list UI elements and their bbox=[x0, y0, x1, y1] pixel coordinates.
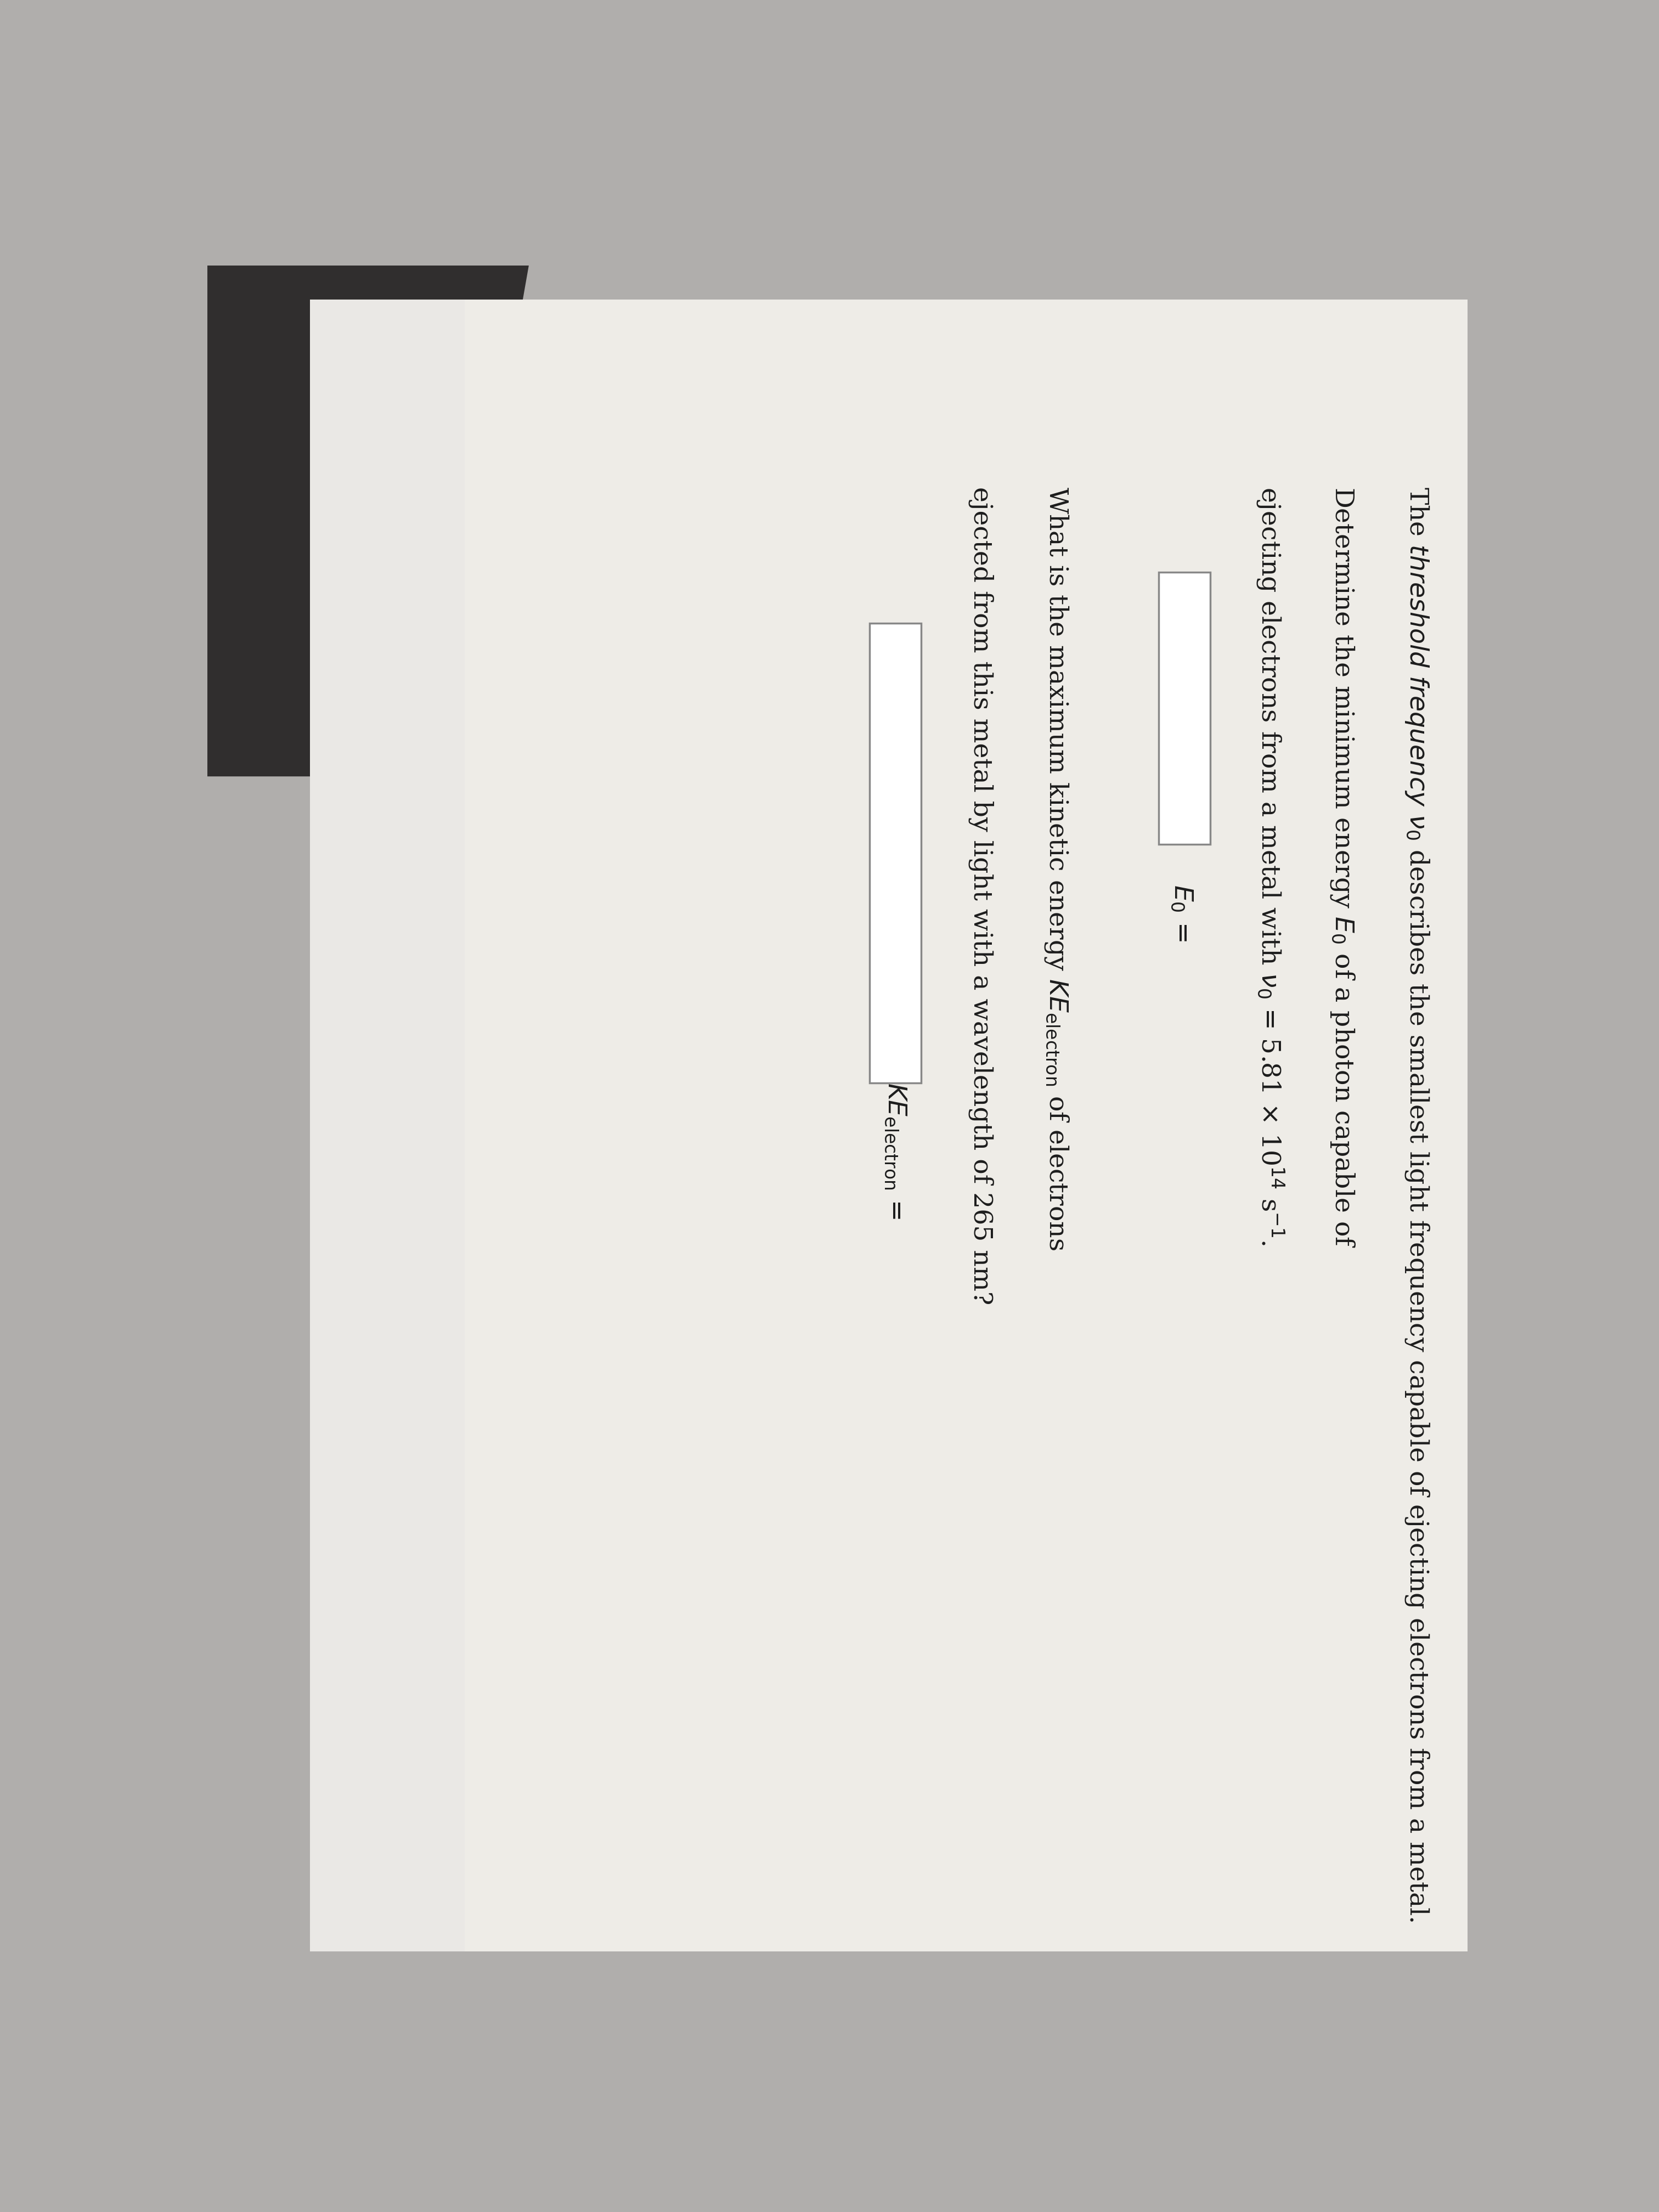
Text: The $\mathit{threshold\ frequency}$ $\nu_0$ describes the smallest light frequen: The $\mathit{threshold\ frequency}$ $\nu… bbox=[1404, 487, 1430, 1922]
Text: What is the maximum kinetic energy $\mathit{KE}_{\mathrm{electron}}$ of electron: What is the maximum kinetic energy $\mat… bbox=[1044, 487, 1070, 1250]
FancyBboxPatch shape bbox=[465, 299, 1467, 1951]
Text: Determine the minimum energy $\mathit{E}_0$ of a photon capable of: Determine the minimum energy $\mathit{E}… bbox=[1329, 487, 1355, 1248]
FancyBboxPatch shape bbox=[310, 299, 1467, 1951]
Text: $\mathit{KE}_{\mathrm{electron}}$ =: $\mathit{KE}_{\mathrm{electron}}$ = bbox=[883, 1082, 907, 1219]
FancyBboxPatch shape bbox=[1158, 573, 1209, 845]
Polygon shape bbox=[207, 265, 529, 776]
Text: ejected from this metal by light with a wavelength of 265 nm?: ejected from this metal by light with a … bbox=[969, 487, 994, 1305]
Text: $\mathit{E}_0$ =: $\mathit{E}_0$ = bbox=[1170, 885, 1194, 940]
FancyBboxPatch shape bbox=[869, 624, 921, 1084]
Text: ejecting electrons from a metal with $\nu_0$ = 5.81 $\times$ 10$^{14}$ s$^{-1}$.: ejecting electrons from a metal with $\n… bbox=[1254, 487, 1286, 1245]
